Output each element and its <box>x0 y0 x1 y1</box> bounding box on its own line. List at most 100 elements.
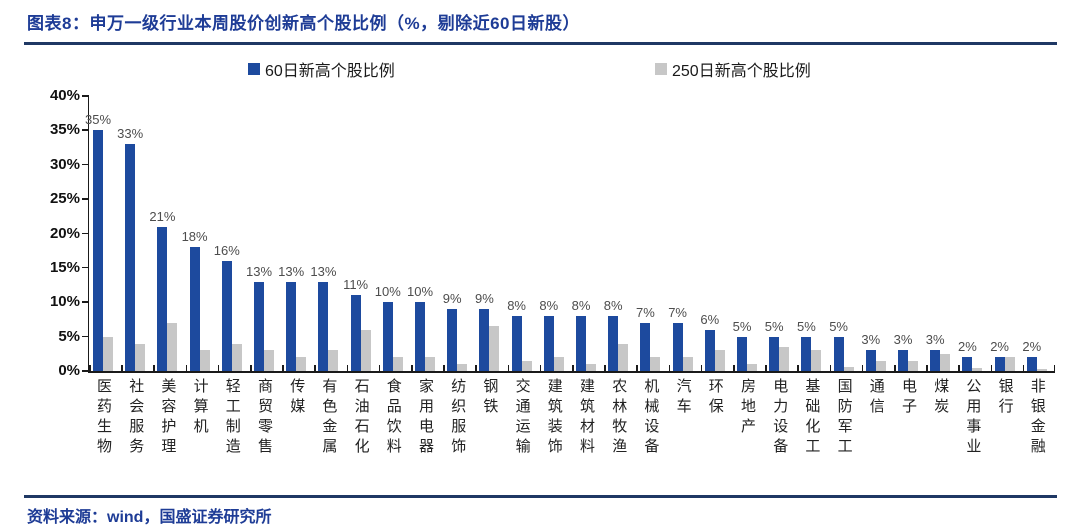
bar-60d-19 <box>704 329 715 371</box>
bar-value-label: 9% <box>474 291 494 307</box>
bar-60d-18 <box>672 322 683 371</box>
y-tick-mark <box>82 163 89 166</box>
bar-value-label: 8% <box>603 298 623 313</box>
x-tick-mark <box>958 365 960 371</box>
x-category-label: 家用电器 <box>417 378 434 458</box>
x-category-label: 美容护理 <box>159 378 177 458</box>
bar-60d-12 <box>479 309 490 371</box>
bar-value-label: 7% <box>635 304 655 320</box>
bar-60d-3 <box>189 247 200 371</box>
legend-item-250d: 250日新高个股比例 <box>655 57 811 81</box>
y-tick-mark <box>82 198 89 200</box>
x-category-label: 机械设备 <box>642 378 660 458</box>
bar-value-label: 6% <box>700 311 720 327</box>
x-tick-mark <box>411 365 413 371</box>
x-tick-mark <box>475 365 477 371</box>
y-tick-label: 15% <box>49 258 80 276</box>
bar-60d-11 <box>447 309 458 371</box>
bar-60d-5 <box>254 281 264 371</box>
bar-60d-26 <box>930 350 941 371</box>
bar-250d-11 <box>457 364 468 371</box>
bar-250d-29 <box>1036 368 1047 371</box>
x-category-label: 电子 <box>900 378 917 418</box>
bar-250d-22 <box>811 350 822 371</box>
bar-60d-24 <box>865 350 876 371</box>
x-category-label: 商贸零售 <box>256 378 273 458</box>
bar-250d-28 <box>1004 357 1015 371</box>
footer-divider <box>24 495 1057 498</box>
bar-250d-26 <box>940 353 951 371</box>
y-tick-mark <box>82 95 89 97</box>
x-tick-mark <box>314 365 316 371</box>
x-category-label: 汽车 <box>674 378 692 418</box>
bar-value-label: 5% <box>732 318 752 334</box>
bar-250d-4 <box>231 343 242 371</box>
x-tick-mark <box>282 365 284 371</box>
bar-value-label: 10% <box>374 284 401 300</box>
bar-value-label: 9% <box>442 291 462 307</box>
x-category-label: 房地产 <box>739 378 756 438</box>
x-category-label: 钢铁 <box>481 378 499 418</box>
bar-250d-9 <box>392 357 403 371</box>
x-tick-mark <box>861 365 864 371</box>
bar-value-label: 3% <box>925 332 945 348</box>
bar-60d-15 <box>576 316 586 371</box>
bar-250d-0 <box>103 336 113 371</box>
y-tick-label: 20% <box>49 224 80 242</box>
x-tick-mark <box>250 365 252 371</box>
bar-250d-16 <box>618 343 629 371</box>
bar-60d-13 <box>511 316 522 371</box>
x-category-label: 农林牧渔 <box>610 378 628 458</box>
x-tick-mark <box>604 365 606 371</box>
x-tick-mark <box>346 365 349 371</box>
title-divider <box>24 42 1057 45</box>
legend-label-250d: 250日新高个股比例 <box>672 63 811 80</box>
bar-value-label: 3% <box>861 332 881 348</box>
bar-60d-22 <box>801 336 812 371</box>
bar-value-label: 3% <box>893 332 913 348</box>
bar-value-label: 16% <box>213 243 240 258</box>
legend-swatch-250d-icon <box>655 63 667 75</box>
bar-60d-10 <box>415 302 425 371</box>
bar-60d-2 <box>157 226 168 371</box>
source-note: 资料来源：wind，国盛证券研究所 <box>27 509 272 526</box>
bar-value-label: 18% <box>181 229 208 245</box>
bar-value-label: 8% <box>539 298 559 313</box>
bar-value-label: 8% <box>571 298 591 313</box>
bar-value-label: 21% <box>149 208 176 224</box>
y-tick-mark <box>82 266 89 269</box>
x-category-label: 建筑材料 <box>578 378 595 458</box>
bar-60d-6 <box>286 281 297 371</box>
y-tick-label: 25% <box>49 190 80 208</box>
bar-250d-8 <box>360 329 371 371</box>
x-category-label: 国防军工 <box>835 378 853 458</box>
x-category-label: 银行 <box>996 378 1014 418</box>
y-tick-label: 35% <box>49 121 80 139</box>
bar-60d-1 <box>125 144 136 371</box>
bar-60d-29 <box>1026 357 1037 371</box>
x-tick-mark <box>89 365 91 371</box>
x-tick-mark <box>829 365 832 371</box>
x-tick-mark <box>668 365 671 371</box>
bar-250d-3 <box>199 350 210 371</box>
bar-60d-25 <box>898 350 908 371</box>
x-tick-mark <box>572 365 574 371</box>
bar-60d-27 <box>962 357 973 371</box>
x-category-label: 医药生物 <box>95 378 112 458</box>
bar-250d-19 <box>714 350 725 371</box>
bar-250d-27 <box>972 368 983 371</box>
x-category-label: 计算机 <box>191 378 209 438</box>
bar-value-label: 33% <box>117 126 144 142</box>
bar-value-label: 5% <box>764 318 784 334</box>
x-tick-mark <box>217 365 220 371</box>
x-tick-mark <box>443 365 445 371</box>
bar-60d-8 <box>350 295 361 371</box>
x-tick-mark <box>378 365 381 371</box>
bar-250d-2 <box>167 322 178 371</box>
bar-250d-5 <box>264 350 274 371</box>
bar-60d-21 <box>769 336 780 371</box>
x-category-label: 通信 <box>867 378 885 418</box>
x-category-label: 交通运输 <box>513 378 531 458</box>
bar-60d-20 <box>737 336 747 371</box>
y-tick-mark <box>82 335 89 338</box>
